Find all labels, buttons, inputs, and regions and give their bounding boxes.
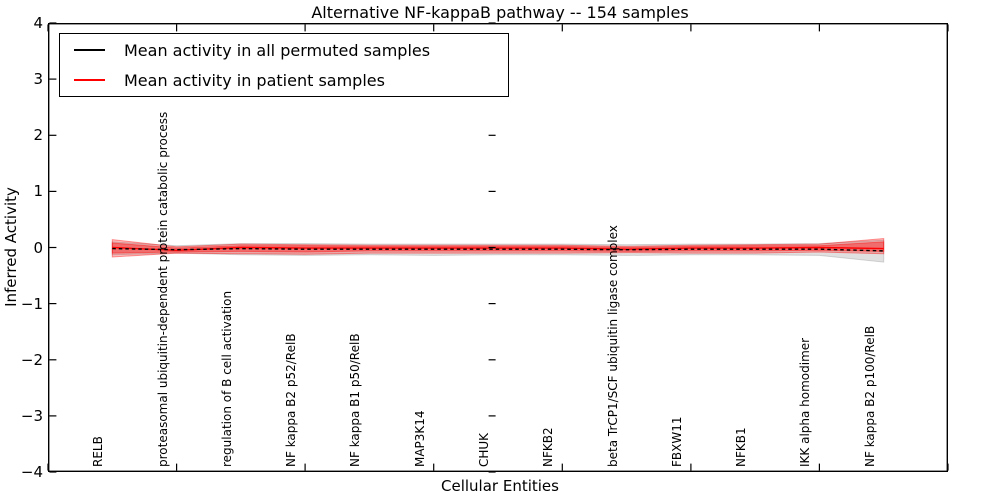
x-category-label: NF kappa B2 p52/RelB [284,333,299,467]
x-category-label: NF kappa B2 p100/RelB [862,325,877,467]
permuted-line-swatch [74,49,105,51]
series-line-permuted [112,247,884,252]
legend-label: Mean activity in all permuted samples [124,40,431,60]
chart-canvas [47,22,949,473]
x-category-label: regulation of B cell activation [219,290,234,467]
x-category-label: NF kappa B1 p50/RelB [348,333,363,467]
axes-spines [47,22,948,473]
plot-area: RELB proteasomal ubiquitin-dependent prot… [47,22,949,473]
legend-item-permuted: Mean activity in all permuted samples [60,35,508,65]
y-tick-label: 4 [33,14,43,32]
legend-label: Mean activity in patient samples [124,70,385,90]
y-tick-label: −4 [20,463,43,481]
x-category-label: beta TrCP1/SCF ubiquitin ligase complex [605,225,620,467]
permuted-confidence-band [111,239,885,263]
x-category-label: proteasomal ubiquitin-dependent protein … [155,111,170,467]
y-tick-label: −1 [20,294,43,313]
x-category-label: RELB [91,436,106,467]
x-axis-label: Cellular Entities [441,477,559,495]
x-category-label: NFKB2 [541,427,556,467]
x-category-label: CHUK [477,432,491,467]
y-tick-label: 2 [33,126,43,145]
legend-item-patient: Mean activity in patient samples [60,65,508,95]
y-tick-label: 1 [33,182,43,201]
y-tick-label: 0 [33,238,43,257]
x-category-label: FBXW11 [669,416,684,468]
patient-line-swatch [74,79,105,81]
y-tick-label: 3 [33,70,43,89]
chart-title: Alternative NF-kappaB pathway -- 154 sam… [311,3,689,22]
y-tick-label: −3 [20,406,43,425]
x-category-label: MAP3K14 [412,410,427,467]
series-line-patient [112,246,884,252]
x-category-label: NFKB1 [734,427,749,467]
y-tick-label: −2 [20,350,43,369]
legend: Mean activity in all permuted samples Me… [59,33,509,97]
x-category-label: IKK alpha homodimer [798,337,813,467]
